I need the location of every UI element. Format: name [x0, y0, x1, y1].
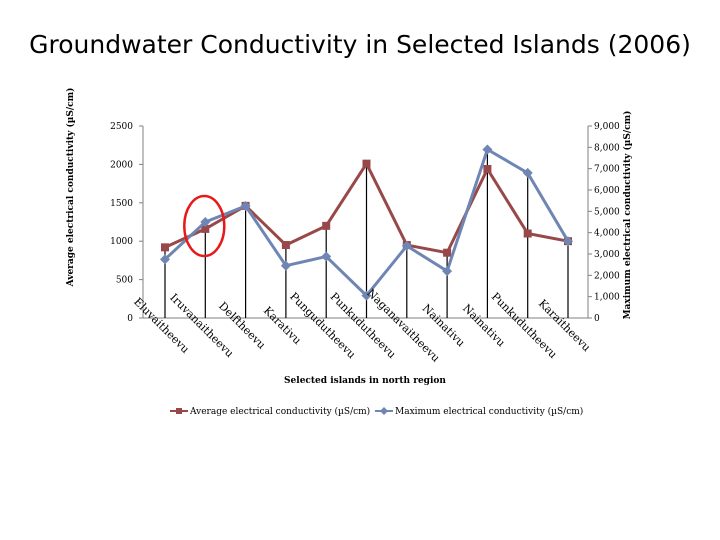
page-title: Groundwater Conductivity in Selected Isl…: [29, 30, 691, 59]
right-axis-tick-label: 8,000: [594, 143, 620, 153]
maximum-data-point: [321, 251, 332, 262]
right-axis-tick-label: 5,000: [594, 207, 620, 217]
average-data-point: [322, 221, 331, 230]
maximum-data-point: [482, 144, 493, 155]
right-axis-tick-label: 4,000: [594, 229, 620, 239]
left-axis-tick-label: 2500: [110, 122, 133, 132]
average-data-point: [362, 159, 371, 168]
legend-average-label: Average electrical conductivity (µS/cm): [189, 406, 370, 417]
right-axis-tick-label: 2,000: [594, 271, 620, 281]
x-tick-label: Naganavaitheevu: [364, 286, 442, 364]
maximum-data-point: [280, 260, 291, 271]
left-axis-tick-label: 1500: [110, 199, 133, 209]
average-data-point: [443, 248, 452, 257]
average-data-point: [161, 243, 169, 252]
series-group: [160, 144, 573, 301]
maximum-data-point: [401, 240, 412, 251]
maximum-data-point: [442, 266, 453, 277]
right-axis-tick-label: 3,000: [594, 250, 620, 260]
legend-maximum-marker: [380, 407, 388, 415]
maximum-data-point: [240, 201, 251, 211]
legend-maximum-label: Maximum electrical conductivity (µS/cm): [395, 406, 583, 417]
maximum-data-point: [160, 254, 170, 265]
left-axis-tick-label: 2000: [110, 160, 133, 170]
right-axis-tick-label: 0: [594, 314, 600, 324]
left-axis-tick-label: 500: [116, 276, 133, 286]
average-data-point: [281, 241, 290, 250]
maximum-data-point: [563, 236, 573, 247]
right-axis-tick-label: 9,000: [594, 122, 620, 132]
highlight-ellipse: [183, 194, 226, 258]
average-data-point: [483, 165, 492, 174]
drop-lines: [164, 149, 569, 318]
chart-legend: Average electrical conductivity (µS/cm) M…: [170, 406, 583, 417]
right-axis-tick-label: 6,000: [594, 186, 620, 196]
right-axis-tick-label: 7,000: [594, 165, 620, 175]
legend-average-marker: [176, 408, 182, 414]
right-axis-tick-label: 1,000: [594, 293, 620, 303]
maximum-data-point: [522, 167, 533, 178]
average-data-point: [201, 224, 210, 233]
maximum-data-point: [200, 217, 211, 227]
left-axis-title: Average electrical conductivity (µS/cm): [65, 88, 76, 288]
average-data-point: [523, 229, 532, 238]
left-axis-tick-label: 0: [127, 314, 133, 324]
right-axis-title: Maximum electrical conductivity (µS/cm): [622, 111, 633, 320]
maximum-data-point: [361, 290, 372, 301]
left-axis-tick-label: 1000: [110, 237, 133, 247]
chart-axes: 0 500 1000 1500 2000 2500 0 1,000 2,000 3,000 4,00…: [110, 122, 620, 324]
x-axis-title: Selected islands in north region: [284, 376, 446, 386]
